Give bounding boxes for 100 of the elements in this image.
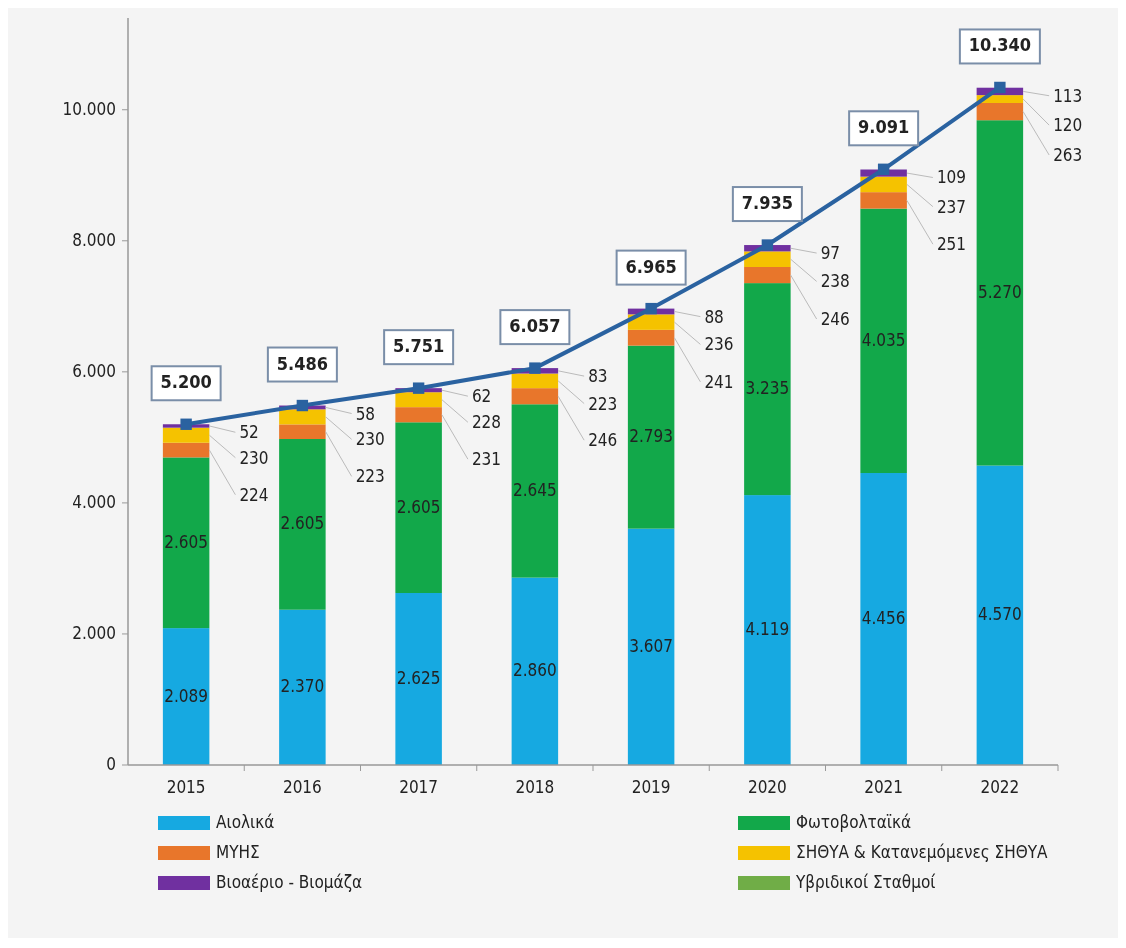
legend-label: Φωτοβολταϊκά bbox=[796, 812, 912, 832]
data-label: 4.570 bbox=[977, 604, 1022, 625]
data-label: 2.625 bbox=[396, 668, 441, 688]
point bbox=[761, 239, 774, 251]
bar bbox=[279, 439, 326, 610]
legend-label: ΣΗΘΥΑ & Κατανεμόμενες ΣΗΘΥΑ bbox=[796, 842, 1049, 862]
data-label: 228 bbox=[471, 412, 502, 433]
point bbox=[412, 382, 425, 394]
point bbox=[994, 81, 1006, 94]
data-label: 2.089 bbox=[164, 685, 209, 706]
point bbox=[296, 399, 309, 412]
bar bbox=[511, 388, 559, 405]
data-label: 230 bbox=[355, 429, 385, 450]
y-tick-label: 2.000 bbox=[72, 622, 116, 643]
bar bbox=[162, 457, 210, 629]
bar bbox=[627, 345, 675, 529]
point bbox=[877, 163, 890, 175]
data-label: 58 bbox=[355, 403, 376, 424]
bar bbox=[627, 329, 675, 346]
data-label: 2.605 bbox=[280, 513, 325, 534]
data-label: 10.340 bbox=[968, 34, 1032, 56]
y-tick-label: 0 bbox=[106, 754, 116, 774]
data-label: 246 bbox=[588, 430, 618, 451]
data-label: 223 bbox=[355, 466, 385, 487]
y-tick-label: 4.000 bbox=[72, 491, 116, 512]
data-label: 6.965 bbox=[625, 255, 677, 277]
data-label: 120 bbox=[1053, 115, 1083, 136]
y-tick-label: 10.000 bbox=[62, 98, 116, 119]
bar bbox=[395, 422, 442, 593]
data-label: 5.200 bbox=[160, 371, 212, 393]
x-tick-label: 2019 bbox=[631, 777, 671, 797]
bar bbox=[162, 628, 210, 765]
data-label: 3.235 bbox=[745, 378, 790, 399]
bar bbox=[395, 392, 442, 408]
bar bbox=[162, 427, 210, 443]
legend-label: Υβριδικοί Σταθμοί bbox=[795, 872, 936, 892]
data-label: 224 bbox=[239, 484, 269, 505]
bar bbox=[162, 442, 210, 458]
point bbox=[645, 302, 657, 315]
data-label: 4.456 bbox=[861, 608, 906, 629]
x-tick-label: 2015 bbox=[166, 777, 206, 797]
data-label: 3.607 bbox=[629, 635, 674, 656]
data-label: 5.486 bbox=[276, 352, 328, 374]
data-label: 2.860 bbox=[512, 660, 557, 681]
legend-label: ΜΥΗΣ bbox=[216, 842, 260, 862]
legend-label: Βιοαέριο - Βιομάζα bbox=[216, 872, 363, 892]
data-label: 2.793 bbox=[629, 426, 674, 447]
bar bbox=[279, 609, 326, 765]
data-label: 2.605 bbox=[396, 496, 441, 517]
y-tick-label: 6.000 bbox=[72, 360, 116, 381]
data-label: 230 bbox=[239, 447, 269, 468]
bar bbox=[627, 528, 675, 765]
data-label: 6.057 bbox=[509, 315, 561, 337]
data-label: 231 bbox=[471, 449, 502, 470]
bar bbox=[976, 102, 1024, 121]
data-label: 2.605 bbox=[164, 531, 209, 552]
data-label: 223 bbox=[588, 393, 618, 414]
point bbox=[529, 362, 541, 374]
bar bbox=[744, 251, 791, 267]
bar bbox=[860, 176, 907, 193]
data-label: 2.370 bbox=[280, 676, 325, 697]
data-label: 4.035 bbox=[861, 329, 906, 350]
bar bbox=[279, 409, 326, 425]
bar bbox=[279, 424, 326, 440]
data-label: 7.935 bbox=[741, 192, 793, 214]
bar bbox=[627, 314, 675, 330]
data-label: 2.645 bbox=[512, 479, 557, 500]
data-label: 237 bbox=[936, 196, 967, 217]
data-label: 88 bbox=[704, 306, 724, 327]
data-label: 251 bbox=[936, 234, 967, 255]
data-label: 83 bbox=[588, 366, 608, 387]
bar bbox=[744, 495, 791, 765]
data-label: 9.091 bbox=[858, 116, 910, 138]
bar bbox=[511, 404, 559, 578]
bar bbox=[511, 577, 559, 765]
x-tick-label: 2021 bbox=[864, 777, 904, 797]
legend-label: Αιολικά bbox=[216, 812, 275, 832]
bar bbox=[744, 267, 791, 284]
x-tick-label: 2016 bbox=[282, 777, 322, 797]
bar bbox=[860, 208, 907, 474]
data-label: 52 bbox=[239, 422, 259, 443]
bar bbox=[395, 592, 442, 765]
bar bbox=[860, 192, 907, 209]
x-tick-label: 2022 bbox=[980, 777, 1020, 797]
data-label: 263 bbox=[1053, 144, 1083, 165]
bar bbox=[976, 465, 1024, 765]
data-label: 236 bbox=[704, 334, 734, 355]
bar bbox=[511, 373, 559, 389]
data-label: 238 bbox=[820, 271, 850, 292]
data-label: 5.751 bbox=[393, 335, 445, 357]
x-tick-label: 2018 bbox=[515, 777, 555, 797]
bar bbox=[860, 473, 907, 765]
data-label: 109 bbox=[936, 167, 967, 188]
y-tick-label: 8.000 bbox=[72, 229, 116, 250]
bar bbox=[976, 120, 1024, 466]
data-label: 62 bbox=[471, 386, 492, 407]
data-label: 241 bbox=[704, 371, 734, 392]
point bbox=[180, 418, 192, 430]
x-tick-label: 2020 bbox=[747, 777, 787, 797]
data-label: 97 bbox=[820, 243, 841, 264]
